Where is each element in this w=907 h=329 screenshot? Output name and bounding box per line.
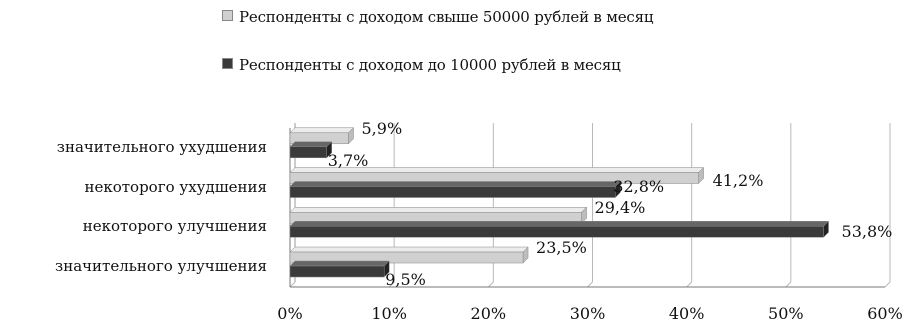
bar — [289, 226, 824, 238]
data-label: 9,5% — [385, 270, 426, 290]
bar-top-face — [289, 246, 529, 253]
gridline-floor — [388, 281, 395, 288]
bar-top-face — [289, 221, 830, 227]
x-tick-label: 40% — [668, 304, 705, 323]
gridline-floor — [884, 281, 891, 288]
x-tick-label: 0% — [277, 304, 303, 323]
category-label: значительного ухудшения — [56, 137, 267, 156]
data-label: 41,2% — [712, 170, 764, 190]
gridline-floor — [785, 281, 792, 288]
category-label: значительного улучшения — [55, 257, 267, 276]
legend-label-series-1: Респонденты с доходом свыше 50000 рублей… — [239, 8, 654, 26]
x-tick-label: 10% — [371, 304, 407, 323]
bar — [289, 265, 385, 278]
gridline-floor — [289, 281, 296, 288]
legend-label-series-2: Респонденты с доходом до 10000 рублей в … — [239, 56, 621, 74]
bar-top-face — [289, 207, 588, 213]
data-label: 23,5% — [536, 238, 587, 258]
data-label: 53,8% — [841, 222, 893, 242]
category-label: некоторого улучшения — [82, 217, 267, 236]
legend-swatch-series-2 — [222, 58, 233, 69]
bar — [289, 146, 327, 159]
gridline-floor — [487, 281, 494, 288]
x-tick-label: 50% — [768, 304, 804, 323]
gridline-floor — [587, 281, 593, 288]
data-label: 29,4% — [594, 198, 646, 218]
bar-top-face — [289, 141, 333, 148]
data-label: 5,9% — [361, 118, 403, 138]
bar-top-face — [289, 260, 390, 267]
x-tick-label: 30% — [569, 304, 606, 323]
category-label: некоторого ухудшения — [84, 177, 267, 196]
bar — [289, 251, 524, 264]
bar — [289, 186, 616, 198]
data-label: 32,8% — [613, 176, 665, 196]
legend-swatch-series-1 — [222, 10, 233, 21]
data-label: 3,7% — [327, 150, 369, 170]
gridline-floor — [686, 281, 693, 288]
bar-top-face — [289, 181, 621, 187]
legend-entry-series-1: Респонденты с доходом свыше 50000 рублей… — [222, 8, 653, 26]
x-tick-label: 20% — [470, 304, 507, 323]
legend-entry-series-2: Респонденты с доходом до 10000 рублей в … — [222, 56, 621, 74]
bar-top-face — [289, 127, 355, 134]
x-tick-label: 60% — [867, 304, 903, 323]
